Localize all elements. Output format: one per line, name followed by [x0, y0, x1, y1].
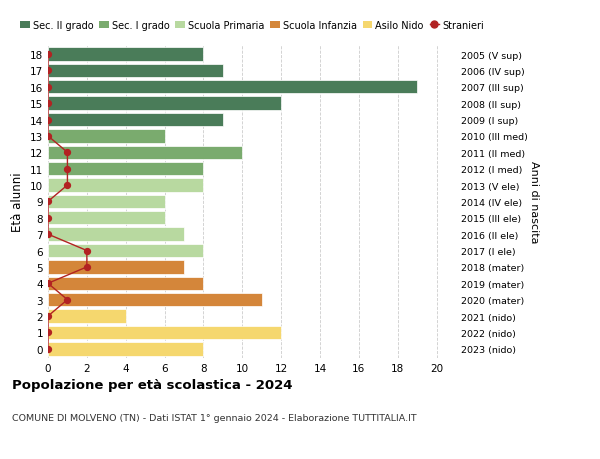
Bar — [48, 162, 203, 176]
Point — [43, 67, 53, 75]
Point — [43, 117, 53, 124]
Point — [43, 51, 53, 59]
Bar — [48, 195, 164, 209]
Point — [82, 247, 92, 255]
Point — [43, 215, 53, 222]
Bar — [48, 326, 281, 339]
Bar — [48, 81, 417, 94]
Legend: Sec. II grado, Sec. I grado, Scuola Primaria, Scuola Infanzia, Asilo Nido, Stran: Sec. II grado, Sec. I grado, Scuola Prim… — [16, 17, 488, 35]
Point — [43, 313, 53, 320]
Point — [43, 345, 53, 353]
Bar — [48, 293, 262, 307]
Y-axis label: Età alunni: Età alunni — [11, 172, 25, 232]
Point — [62, 182, 72, 189]
Bar — [48, 261, 184, 274]
Point — [62, 149, 72, 157]
Point — [43, 280, 53, 287]
Y-axis label: Anni di nascita: Anni di nascita — [529, 161, 539, 243]
Text: COMUNE DI MOLVENO (TN) - Dati ISTAT 1° gennaio 2024 - Elaborazione TUTTITALIA.IT: COMUNE DI MOLVENO (TN) - Dati ISTAT 1° g… — [12, 413, 416, 422]
Point — [43, 231, 53, 238]
Point — [43, 100, 53, 107]
Point — [43, 198, 53, 206]
Bar — [48, 97, 281, 111]
Bar — [48, 146, 242, 160]
Bar — [48, 130, 164, 143]
Bar — [48, 310, 126, 323]
Point — [82, 263, 92, 271]
Bar — [48, 65, 223, 78]
Text: Popolazione per età scolastica - 2024: Popolazione per età scolastica - 2024 — [12, 379, 293, 392]
Point — [43, 84, 53, 91]
Bar — [48, 244, 203, 257]
Point — [62, 166, 72, 173]
Bar — [48, 342, 203, 356]
Bar — [48, 113, 223, 127]
Bar — [48, 179, 203, 192]
Bar — [48, 228, 184, 241]
Bar — [48, 212, 164, 225]
Bar — [48, 48, 203, 62]
Point — [62, 297, 72, 304]
Bar — [48, 277, 203, 291]
Point — [43, 133, 53, 140]
Point — [43, 329, 53, 336]
